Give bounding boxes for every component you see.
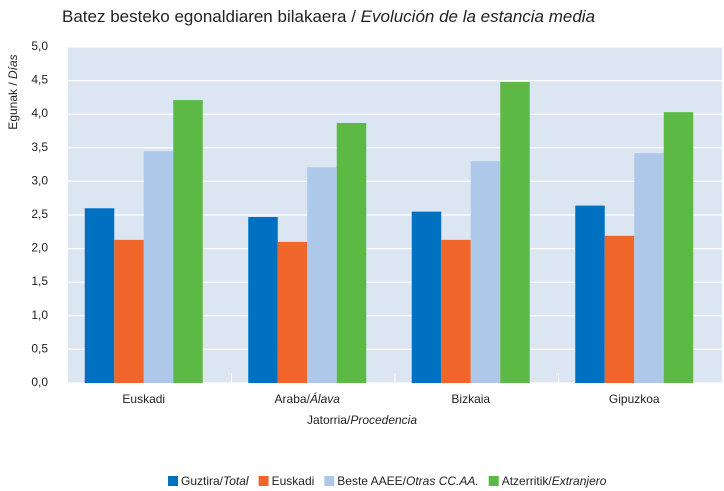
legend-label: Beste AAEE/Otras CC.AA. <box>337 474 478 488</box>
bar <box>84 208 115 383</box>
chart-title: Batez besteko egonaldiaren bilakaera / E… <box>62 7 595 26</box>
legend-swatch <box>324 476 335 486</box>
bar <box>336 122 367 383</box>
bar <box>470 161 501 383</box>
bar <box>604 235 635 383</box>
legend-swatch <box>488 476 499 486</box>
y-tick-label: 5,0 <box>31 39 48 53</box>
legend-label: Euskadi <box>272 474 315 488</box>
y-tick-label: 1,5 <box>31 274 48 288</box>
bar <box>663 112 694 384</box>
legend-swatch <box>258 476 269 486</box>
y-axis-label: Egunak / Días <box>6 54 20 129</box>
y-tick-label: 3,0 <box>31 174 48 188</box>
bar <box>441 239 471 383</box>
x-axis-label: Jatorria/Procedencia <box>307 413 417 427</box>
bar <box>575 205 605 383</box>
x-tick-label: Gipuzkoa <box>609 392 660 406</box>
legend-swatch <box>168 476 178 486</box>
y-tick-label: 0,0 <box>31 375 48 389</box>
bar <box>248 217 278 383</box>
y-tick-label: 4,5 <box>31 73 48 87</box>
legend-label: Atzerritik/Extranjero <box>502 474 607 488</box>
y-tick-label: 2,5 <box>31 207 48 221</box>
bar <box>634 153 664 383</box>
x-tick-label: Euskadi <box>122 392 165 406</box>
y-tick-label: 3,5 <box>31 140 48 154</box>
bar <box>143 151 174 383</box>
bar <box>173 100 203 383</box>
y-tick-label: 2,0 <box>31 241 48 255</box>
legend-label: Guztira/Total <box>181 474 249 488</box>
x-tick-label: Bizkaia <box>451 392 490 406</box>
x-tick-label: Araba/Álava <box>275 391 341 406</box>
bar <box>500 81 530 383</box>
bar <box>411 211 442 383</box>
y-tick-label: 4,0 <box>31 106 48 120</box>
y-tick-label: 0,5 <box>31 342 48 356</box>
y-tick-label: 1,0 <box>31 308 48 322</box>
bar <box>277 241 308 383</box>
bar <box>114 239 144 383</box>
bar <box>307 167 337 383</box>
